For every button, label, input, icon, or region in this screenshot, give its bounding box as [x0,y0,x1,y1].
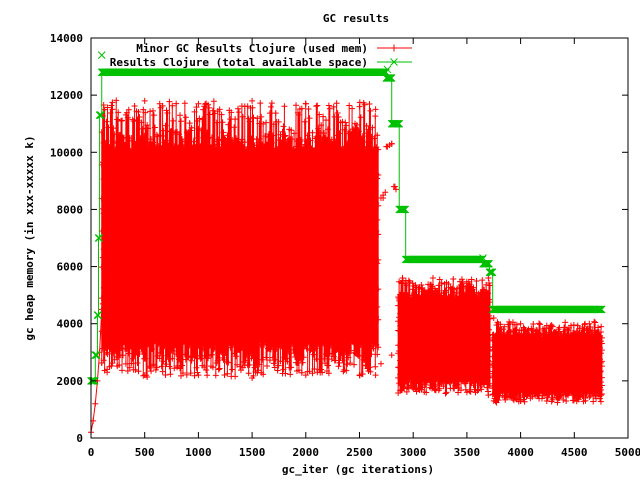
x-tick-label: 1000 [185,446,212,459]
used-mem-point [141,97,148,104]
total-available-step-11 [485,268,497,277]
x-tick-label: 2000 [293,446,320,459]
x-tick-label: 4500 [561,446,588,459]
used-mem-band-1 [395,275,493,397]
used-mem-point [429,275,436,282]
legend-item-total-available: Results Clojure (total available space) [110,56,412,69]
x-tick-label: 4000 [507,446,534,459]
x-tick-label: 0 [88,446,95,459]
chart-title: GC results [323,12,389,25]
used-mem-point [399,275,406,281]
y-tick-label: 14000 [50,32,83,45]
used-mem-point [302,100,309,107]
legend-label: Results Clojure (total available space) [110,56,368,69]
total-available-point [97,51,106,59]
total-available-step-8 [395,205,410,214]
x-tick-label: 500 [135,446,155,459]
plot-area [87,51,606,436]
series-used-mem [88,97,605,436]
legend-marker [390,44,398,52]
legend-item-used-mem: Minor GC Results Clojure (used mem) [136,42,412,55]
used-mem-point [598,323,605,330]
used-mem-point [195,372,202,379]
x-tick-label: 5000 [615,446,640,459]
x-tick-label: 3000 [400,446,427,459]
y-tick-label: 0 [76,432,83,445]
used-mem-point [236,363,243,370]
total-available-point [92,351,100,359]
used-mem-point [249,97,256,104]
total-available-point [487,268,495,277]
used-mem-point [372,372,379,379]
used-mem-point [372,106,379,113]
y-tick-label: 8000 [57,203,84,216]
x-tick-label: 1500 [239,446,266,459]
used-mem-band-0 [98,97,382,381]
x-tick-label: 3500 [454,446,481,459]
y-tick-label: 10000 [50,146,83,159]
used-mem-point [485,392,492,399]
used-mem-band-2 [489,318,605,406]
used-mem-point [388,352,395,359]
total-available-step-9 [401,255,487,264]
total-available-step-5 [97,68,390,77]
used-mem-point [171,365,178,372]
y-tick-label: 6000 [57,261,84,274]
total-available-step-12 [488,305,606,314]
x-axis-label: gc_iter (gc iterations) [282,463,434,476]
y-tick-label: 2000 [57,375,84,388]
legend-label: Minor GC Results Clojure (used mem) [136,42,368,55]
y-tick-label: 4000 [57,318,84,331]
total-available-step-7 [387,119,404,128]
x-tick-label: 2500 [346,446,373,459]
y-tick-label: 12000 [50,89,83,102]
used-mem-point [517,320,524,327]
used-mem-point [356,103,363,110]
y-axis-label: gc heap memory (in xxx-xxxxx k) [23,135,36,340]
used-mem-point [377,360,384,367]
total-available-step-6 [382,74,396,82]
legend: Minor GC Results Clojure (used mem)Resul… [110,42,412,69]
